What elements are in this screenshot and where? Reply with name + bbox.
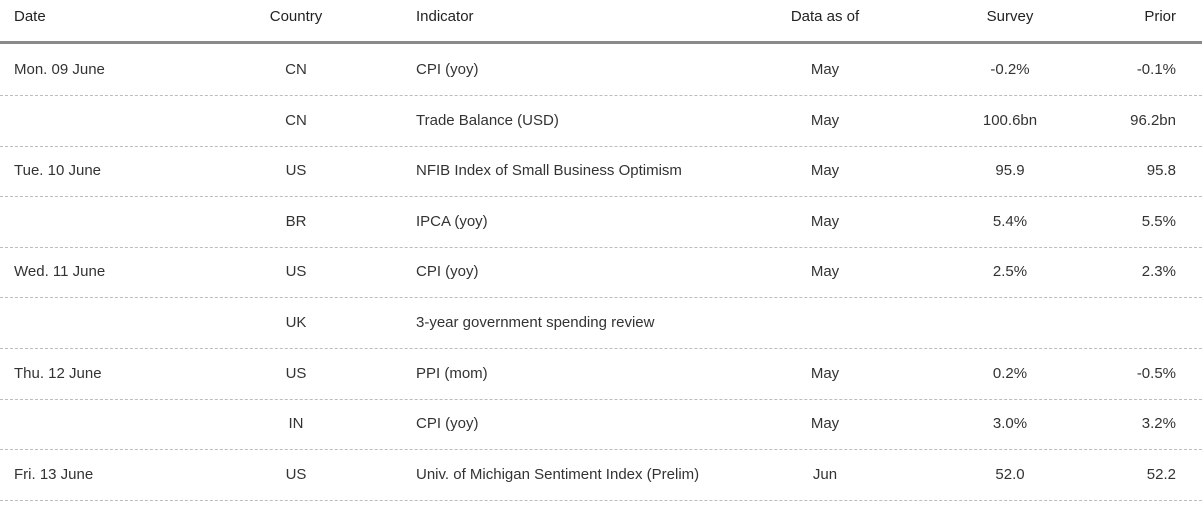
cell-as-of: May (810, 111, 840, 129)
row-separator (0, 95, 1202, 96)
cell-country: US (285, 465, 307, 483)
column-header: Survey (986, 8, 1034, 25)
cell-prior: 2.3% (1141, 263, 1176, 281)
cell-date: Fri. 13 June (14, 465, 94, 483)
cell-as-of: Jun (812, 465, 838, 483)
cell-as-of: May (810, 415, 840, 433)
column-header: Date (14, 8, 46, 25)
header-rule (0, 41, 1202, 44)
cell-as-of: May (810, 162, 840, 180)
row-separator (0, 146, 1202, 147)
cell-country: US (285, 162, 307, 180)
cell-prior: 95.8 (1146, 162, 1176, 180)
cell-indicator: CPI (yoy) (416, 263, 479, 281)
cell-prior: 5.5% (1141, 212, 1176, 230)
cell-country: US (285, 364, 307, 382)
cell-country: IN (288, 415, 304, 433)
cell-prior: 96.2bn (1130, 111, 1176, 129)
cell-prior: -0.1% (1136, 61, 1176, 78)
cell-survey: -0.2% (990, 61, 1030, 78)
cell-survey: 0.2% (992, 364, 1028, 382)
cell-date: Wed. 11 June (14, 263, 106, 281)
cell-country: BR (285, 212, 307, 230)
cell-indicator: CPI (yoy) (416, 61, 479, 78)
row-separator (0, 500, 1202, 501)
cell-date: Thu. 12 June (14, 364, 102, 382)
cell-date: Mon. 09 June (14, 61, 105, 78)
cell-indicator: CPI (yoy) (416, 415, 479, 433)
cell-prior: -0.5% (1136, 364, 1176, 382)
cell-indicator: PPI (mom) (416, 364, 488, 382)
cell-indicator: Trade Balance (USD) (416, 111, 559, 129)
cell-as-of: May (810, 61, 840, 78)
cell-prior: 3.2% (1141, 415, 1176, 433)
cell-country: CN (285, 111, 307, 129)
cell-survey: 100.6bn (982, 111, 1038, 129)
column-header: Country (269, 8, 323, 25)
cell-survey: 52.0 (995, 465, 1025, 483)
cell-country: UK (285, 314, 307, 331)
cell-as-of: May (810, 212, 840, 230)
row-separator (0, 449, 1202, 450)
cell-country: US (285, 263, 307, 281)
cell-indicator: NFIB Index of Small Business Optimism (416, 162, 682, 180)
cell-date: Tue. 10 June (14, 162, 102, 180)
cell-indicator: IPCA (yoy) (416, 212, 488, 230)
cell-country: CN (285, 61, 307, 78)
row-separator (0, 297, 1202, 298)
row-separator (0, 247, 1202, 248)
cell-survey: 95.9 (995, 162, 1025, 180)
cell-indicator: 3-year government spending review (416, 314, 655, 331)
row-separator (0, 348, 1202, 349)
row-separator (0, 196, 1202, 197)
column-header: Data as of (790, 8, 860, 25)
column-header: Prior (1144, 8, 1176, 25)
column-header: Indicator (416, 8, 474, 25)
cell-survey: 3.0% (992, 415, 1028, 433)
row-separator (0, 399, 1202, 400)
cell-survey: 5.4% (992, 212, 1028, 230)
cell-as-of: May (810, 263, 840, 281)
cell-prior: 52.2 (1146, 465, 1176, 483)
cell-as-of: May (810, 364, 840, 382)
cell-indicator: Univ. of Michigan Sentiment Index (Preli… (416, 465, 700, 483)
cell-survey: 2.5% (992, 263, 1028, 281)
